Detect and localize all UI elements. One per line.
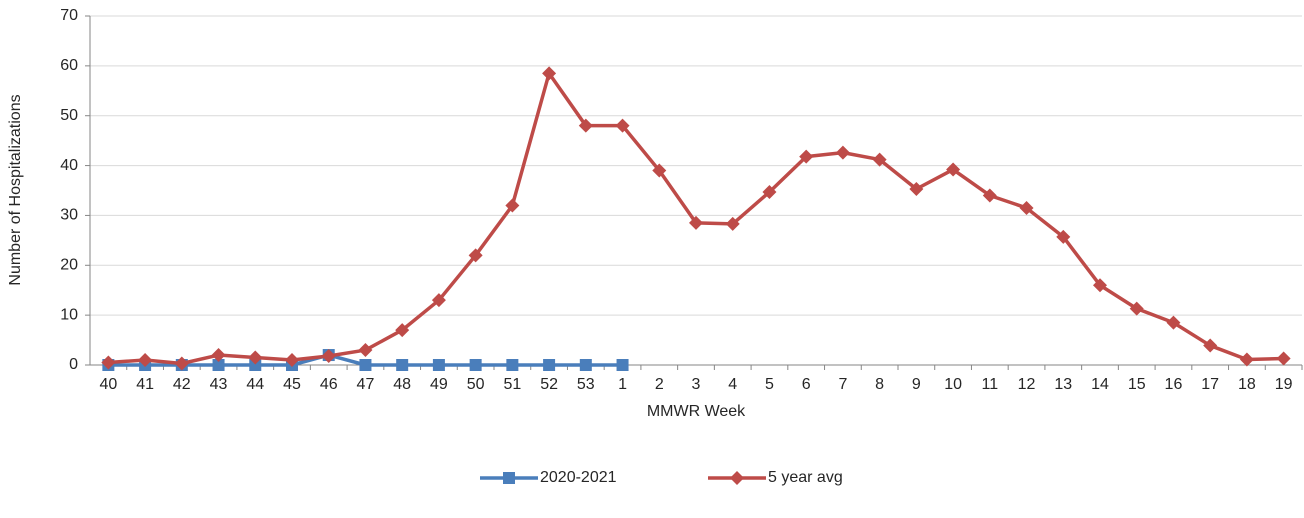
data-point [138, 353, 153, 368]
x-tick-label: 6 [802, 376, 811, 393]
x-tick-label: 12 [1018, 376, 1036, 393]
y-tick-label: 40 [60, 157, 78, 174]
data-point [1166, 315, 1181, 330]
data-point [615, 118, 630, 133]
data-point [689, 215, 703, 230]
x-tick-label: 45 [283, 376, 301, 393]
data-point [1129, 301, 1144, 316]
data-point [762, 184, 777, 199]
x-tick-label: 8 [875, 376, 884, 393]
x-tick-label: 9 [912, 376, 921, 393]
legend-label: 5 year avg [768, 469, 843, 486]
x-tick-label: 44 [246, 376, 264, 393]
data-point [1019, 200, 1034, 215]
x-tick-label: 5 [765, 376, 774, 393]
x-tick-label: 42 [173, 376, 191, 393]
data-point [431, 293, 446, 308]
data-point [1203, 338, 1218, 353]
y-tick-label: 70 [60, 7, 78, 24]
data-point [616, 359, 629, 371]
data-point [469, 359, 482, 371]
x-tick-label: 53 [577, 376, 595, 393]
x-tick-label: 41 [136, 376, 154, 393]
x-tick-label: 2 [655, 376, 664, 393]
y-tick-label: 60 [60, 57, 78, 74]
data-point [212, 359, 225, 371]
x-tick-label: 10 [944, 376, 962, 393]
data-point [578, 118, 593, 133]
x-tick-label: 13 [1054, 376, 1072, 393]
data-point [358, 343, 373, 358]
y-tick-label: 50 [60, 107, 78, 124]
x-tick-label: 1 [618, 376, 627, 393]
legend-marker [503, 472, 515, 484]
data-point [579, 359, 592, 371]
data-point [395, 323, 410, 338]
x-tick-label: 14 [1091, 376, 1109, 393]
data-point [1093, 278, 1107, 293]
data-point [174, 356, 189, 371]
data-point [359, 359, 372, 371]
x-tick-label: 46 [320, 376, 338, 393]
x-tick-label: 43 [210, 376, 228, 393]
data-point [542, 66, 557, 81]
data-point [396, 359, 409, 371]
data-point [505, 198, 520, 213]
data-point [321, 349, 336, 364]
x-tick-label: 7 [838, 376, 847, 393]
x-tick-label: 40 [99, 376, 117, 393]
x-tick-label: 16 [1165, 376, 1183, 393]
data-point [946, 162, 961, 177]
data-point [285, 353, 299, 368]
data-point [909, 182, 924, 197]
x-tick-label: 17 [1201, 376, 1219, 393]
data-point [211, 348, 226, 363]
x-tick-label: 52 [540, 376, 558, 393]
y-axis-title: Number of Hospitalizations [7, 94, 24, 285]
x-tick-label: 11 [982, 376, 999, 393]
data-point [1276, 351, 1291, 366]
x-tick-label: 51 [503, 376, 521, 393]
legend-marker [730, 471, 744, 485]
legend-label: 2020-2021 [540, 469, 617, 486]
data-point [543, 359, 556, 371]
x-axis-title: MMWR Week [647, 403, 746, 420]
x-tick-label: 18 [1238, 376, 1256, 393]
data-point [101, 355, 116, 370]
x-tick-label: 47 [357, 376, 375, 393]
data-point [835, 145, 850, 160]
data-point [249, 359, 262, 371]
data-point [982, 188, 997, 203]
x-tick-label: 50 [467, 376, 485, 393]
y-tick-label: 30 [60, 207, 78, 224]
x-tick-label: 15 [1128, 376, 1146, 393]
data-point [725, 216, 740, 231]
data-point [652, 163, 667, 178]
x-tick-label: 49 [430, 376, 448, 393]
x-tick-label: 19 [1275, 376, 1293, 393]
data-point [799, 149, 814, 164]
data-point [506, 359, 519, 371]
y-tick-label: 20 [60, 257, 78, 274]
data-point [1056, 229, 1071, 244]
x-tick-label: 4 [728, 376, 737, 393]
data-point [872, 152, 887, 167]
y-tick-label: 10 [60, 306, 78, 323]
data-point [468, 248, 483, 263]
x-tick-label: 48 [393, 376, 411, 393]
data-point [432, 359, 445, 371]
data-point [248, 350, 263, 365]
x-tick-label: 3 [692, 376, 701, 393]
y-tick-label: 0 [69, 356, 78, 373]
data-point [1239, 352, 1254, 367]
